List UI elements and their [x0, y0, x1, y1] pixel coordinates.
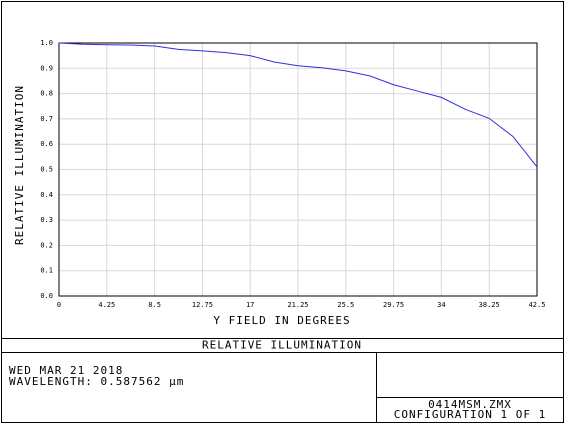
y-tick-label: 0.5 — [40, 166, 53, 174]
file-name: 0414MSM.ZMX — [428, 398, 512, 411]
y-tick-label: 0.9 — [40, 64, 53, 72]
x-tick-label: 8.5 — [148, 301, 161, 309]
y-axis-label: RELATIVE ILLUMINATION — [13, 85, 26, 245]
y-tick-label: 1.0 — [40, 39, 53, 47]
x-tick-label: 29.75 — [383, 301, 404, 309]
x-tick-label: 42.5 — [529, 301, 546, 309]
x-tick-label: 21.25 — [287, 301, 308, 309]
x-tick-label: 17 — [246, 301, 254, 309]
data-line — [58, 42, 538, 168]
plot-frame — [58, 42, 538, 297]
chart-title: RELATIVE ILLUMINATION — [202, 339, 362, 352]
x-tick-label: 38.25 — [479, 301, 500, 309]
y-tick-label: 0.6 — [40, 140, 53, 148]
y-tick-label: 0.0 — [40, 292, 53, 300]
x-tick-label: 34 — [437, 301, 445, 309]
y-tick-label: 0.2 — [40, 241, 53, 249]
x-tick-label: 4.25 — [98, 301, 115, 309]
y-tick-label: 0.8 — [40, 90, 53, 98]
wavelength: WAVELENGTH: 0.587562 µm — [9, 375, 184, 388]
x-tick-label: 25.5 — [337, 301, 354, 309]
y-tick-label: 0.4 — [40, 191, 53, 199]
y-tick-label: 0.3 — [40, 216, 53, 224]
date: WED MAR 21 2018 — [9, 364, 123, 377]
configuration: CONFIGURATION 1 OF 1 — [394, 408, 546, 421]
y-tick-label: 0.7 — [40, 115, 53, 123]
x-tick-label: 12.75 — [192, 301, 213, 309]
x-axis-label: Y FIELD IN DEGREES — [213, 314, 350, 327]
y-tick-label: 0.1 — [40, 267, 53, 275]
x-tick-label: 0 — [57, 301, 61, 309]
